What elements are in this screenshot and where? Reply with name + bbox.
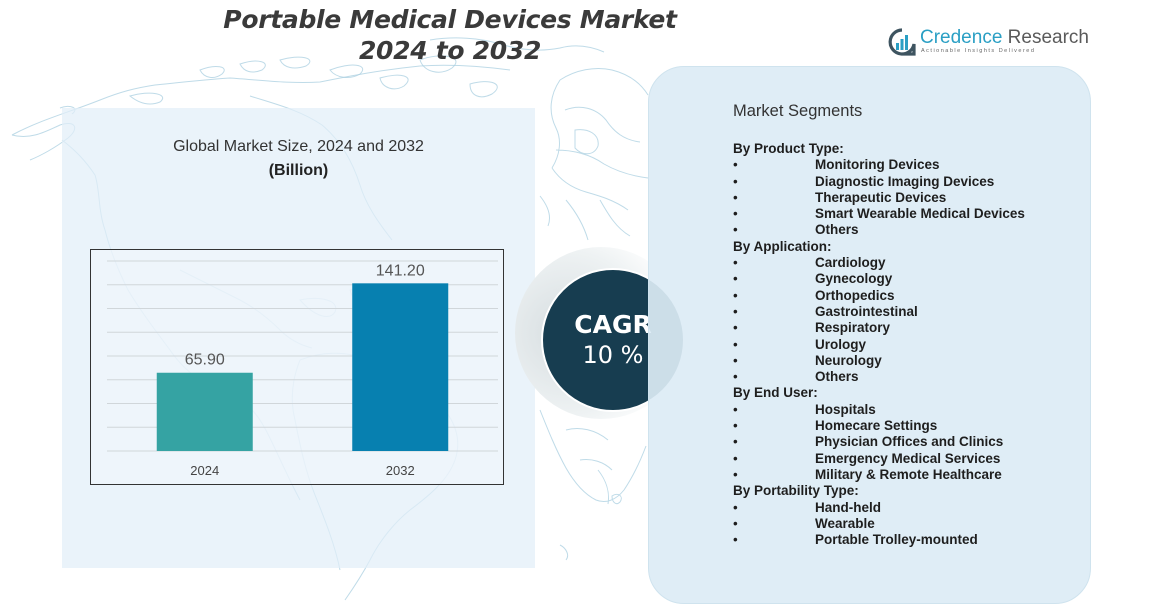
bullet-icon: • xyxy=(733,189,738,205)
segment-item-label: Respiratory xyxy=(815,320,891,336)
segment-item-label: Smart Wearable Medical Devices xyxy=(815,206,1025,222)
segment-list-item: • Others xyxy=(733,222,1073,238)
map-outline-arctic xyxy=(429,37,605,53)
bullet-icon: • xyxy=(733,418,738,434)
bullet-icon: • xyxy=(733,287,738,303)
segment-item-label: Wearable xyxy=(815,515,875,531)
chart-title: Global Market Size, 2024 and 2032 xyxy=(173,138,424,155)
segment-list-item: • Military & Remote Healthcare xyxy=(733,467,1073,483)
page-title: Portable Medical Devices Market 2024 to … xyxy=(200,4,700,66)
segment-item-label: Diagnostic Imaging Devices xyxy=(815,173,995,189)
segment-list-item: • Hospitals xyxy=(733,402,1073,418)
segment-item-label: Cardiology xyxy=(815,255,886,271)
segment-list-item: • Portable Trolley-mounted xyxy=(733,532,1073,548)
page-title-line-2: 2024 to 2032 xyxy=(358,36,542,65)
segment-list-item: • Smart Wearable Medical Devices xyxy=(733,206,1073,222)
segment-item-label: Military & Remote Healthcare xyxy=(815,466,1002,482)
bar-2032 xyxy=(352,283,449,451)
segment-item-label: Homecare Settings xyxy=(815,418,938,434)
segment-item-label: Gynecology xyxy=(815,271,893,287)
cagr-label: CAGR xyxy=(574,310,652,339)
bullet-icon: • xyxy=(733,515,738,531)
bullet-icon: • xyxy=(733,450,738,466)
bullet-icon: • xyxy=(733,401,738,417)
segment-list-item: • Wearable xyxy=(733,516,1073,532)
bar-chart-speech-bubble-icon xyxy=(888,28,916,56)
map-outline-canada-islands xyxy=(249,55,498,241)
segment-item-label: Others xyxy=(815,369,859,385)
segment-group-title: By Application: xyxy=(733,238,832,254)
map-outline-europe xyxy=(539,67,649,241)
bullet-icon: • xyxy=(733,303,738,319)
segment-group-title: By Portability Type: xyxy=(733,483,859,499)
bullet-icon: • xyxy=(733,157,738,173)
chart-unit-label: (Billion) xyxy=(268,162,329,179)
bullet-icon: • xyxy=(733,206,738,222)
segment-item-label: Monitoring Devices xyxy=(815,157,940,173)
logo-name-part2: Research xyxy=(1007,27,1089,48)
segment-list-item: • Gastrointestinal xyxy=(733,304,1073,320)
segment-item-label: Neurology xyxy=(815,352,882,368)
segment-item-label: Gastrointestinal xyxy=(815,303,918,319)
map-outline-africa xyxy=(539,409,647,561)
segment-list-item: • Urology xyxy=(733,337,1073,353)
bullet-icon: • xyxy=(733,336,738,352)
segment-item-label: Orthopedics xyxy=(815,287,895,303)
segment-item-label: Others xyxy=(815,222,859,238)
x-tick-label-2024: 2024 xyxy=(190,463,219,478)
segment-group-title: By Product Type: xyxy=(733,141,844,156)
bar-2024 xyxy=(156,372,253,451)
credence-research-logo: Credence Research Actionable Insights De… xyxy=(888,27,1089,59)
segment-item-label: Therapeutic Devices xyxy=(815,189,947,205)
segment-list-item: • Physician Offices and Clinics xyxy=(733,434,1073,450)
bullet-icon: • xyxy=(733,499,738,515)
segment-list-item: • Hand-held xyxy=(733,500,1073,516)
segment-list-item: • Homecare Settings xyxy=(733,418,1073,434)
bullet-icon: • xyxy=(733,320,738,336)
segment-list-item: • Others xyxy=(733,369,1073,385)
x-tick-label-2032: 2032 xyxy=(386,463,415,478)
market-segments-heading: Market Segments xyxy=(733,102,863,120)
segment-list-item: • Gynecology xyxy=(733,271,1073,287)
bullet-icon: • xyxy=(733,466,738,482)
segment-list-item: • Diagnostic Imaging Devices xyxy=(733,174,1073,190)
bullet-icon: • xyxy=(733,255,738,271)
segment-list-item: • Cardiology xyxy=(733,255,1073,271)
segment-item-label: Hand-held xyxy=(815,499,881,515)
segment-item-label: Hospitals xyxy=(815,401,876,417)
segment-item-label: Urology xyxy=(815,336,867,352)
segment-list-item: • Respiratory xyxy=(733,320,1073,336)
segment-item-label: Emergency Medical Services xyxy=(815,450,1001,466)
market-size-bar-chart: 65.90 2024 141.20 2032 xyxy=(107,260,498,478)
bullet-icon: • xyxy=(733,222,738,238)
logo-name-part1: Credence xyxy=(920,27,1003,48)
segment-list-item: • Therapeutic Devices xyxy=(733,190,1073,206)
data-label-2032: 141.20 xyxy=(376,262,425,279)
market-segments-list: By Product Type: • Monitoring Devices • Diag… xyxy=(733,141,1073,548)
segment-list-item: • Emergency Medical Services xyxy=(733,451,1073,467)
segment-item-label: Portable Trolley-mounted xyxy=(815,532,978,548)
data-label-2024: 65.90 xyxy=(185,352,225,369)
bullet-icon: • xyxy=(733,271,738,287)
bullet-icon: • xyxy=(733,434,738,450)
bullet-icon: • xyxy=(733,532,738,548)
market-segments-panel xyxy=(648,66,1091,604)
bullet-icon: • xyxy=(733,369,738,385)
segment-list-item: • Orthopedics xyxy=(733,288,1073,304)
segment-list-item: • Neurology xyxy=(733,353,1073,369)
logo-wordmark: Credence Research xyxy=(920,27,1089,49)
segment-list-item: • Monitoring Devices xyxy=(733,157,1073,173)
page-title-line-1: Portable Medical Devices Market xyxy=(223,5,677,34)
bullet-icon: • xyxy=(733,352,738,368)
cagr-value: 10 % xyxy=(582,341,644,369)
segment-item-label: Physician Offices and Clinics xyxy=(815,434,1004,450)
logo-tagline: Actionable Insights Delivered xyxy=(921,48,1036,54)
bullet-icon: • xyxy=(733,173,738,189)
segment-group-title: By End User: xyxy=(733,385,818,401)
